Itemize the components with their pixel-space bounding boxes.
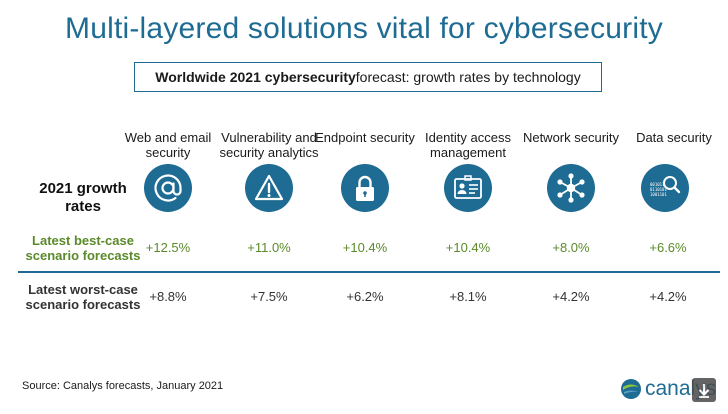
source-note: Source: Canalys forecasts, January 2021	[22, 380, 224, 392]
at-sign-icon	[144, 164, 192, 212]
subtitle-bold: Worldwide 2021 cybersecurity	[155, 69, 356, 85]
column-header-network: Network security	[522, 130, 620, 145]
best-case-value-identity: +10.4%	[445, 240, 491, 255]
page-title: Multi-layered solutions vital for cybers…	[65, 12, 663, 45]
worst-case-value-web-email: +8.8%	[149, 289, 187, 304]
warning-icon	[245, 164, 293, 212]
download-button[interactable]	[692, 378, 716, 402]
svg-text:1001101: 1001101	[650, 192, 667, 197]
row-label-best-case: Latest best-case scenario forecasts	[25, 233, 141, 263]
best-case-value-data: +6.6%	[649, 240, 687, 255]
column-header-web-email: Web and email security	[124, 130, 212, 160]
svg-text:0110101: 0110101	[650, 187, 667, 192]
best-case-value-endpoint: +10.4%	[342, 240, 388, 255]
subtitle-box: Worldwide 2021 cybersecurity forecast: g…	[134, 62, 602, 92]
column-header-vulnerability: Vulnerability and security analytics	[219, 130, 319, 160]
binary-magnifier-icon: 0010110 0110101 1001101	[641, 164, 689, 212]
padlock-icon	[341, 164, 389, 212]
row-divider	[18, 271, 720, 273]
globe-icon	[621, 379, 641, 399]
download-icon	[698, 384, 710, 398]
best-case-value-vulnerability: +11.0%	[247, 240, 291, 255]
row-label-worst-case: Latest worst-case scenario forecasts	[25, 282, 141, 312]
best-case-value-network: +8.0%	[552, 240, 590, 255]
column-header-data: Data security	[636, 130, 712, 145]
worst-case-value-network: +4.2%	[552, 289, 590, 304]
subtitle-rest: forecast: growth rates by technology	[355, 69, 581, 85]
svg-text:0010110: 0010110	[650, 182, 667, 187]
best-case-value-web-email: +12.5%	[145, 240, 191, 255]
column-header-endpoint: Endpoint security	[315, 130, 415, 145]
column-header-identity: Identity access management	[425, 130, 511, 160]
worst-case-value-identity: +8.1%	[449, 289, 487, 304]
network-hub-icon	[547, 164, 595, 212]
worst-case-value-data: +4.2%	[649, 289, 687, 304]
worst-case-value-endpoint: +6.2%	[346, 289, 384, 304]
id-card-icon	[444, 164, 492, 212]
worst-case-value-vulnerability: +7.5%	[250, 289, 288, 304]
row-label-growth-rates: 2021 growth rates	[39, 180, 127, 215]
